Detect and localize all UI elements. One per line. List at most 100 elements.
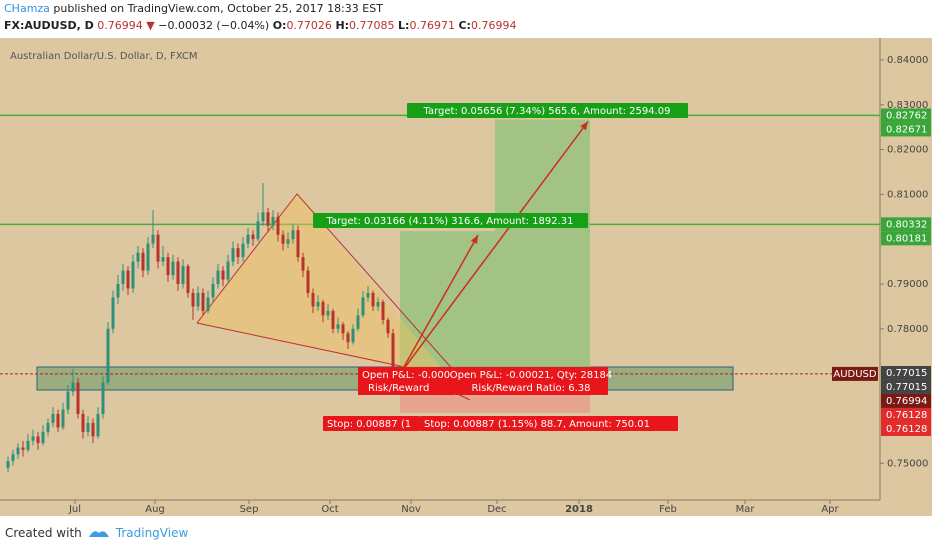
candle-body [286,239,290,244]
y-tick-label: 0.81000 [887,189,928,200]
pattern-fill [197,194,445,372]
header: CHamza published on TradingView.com, Oct… [4,0,516,34]
arrow-head [470,235,478,245]
candle-body [21,447,25,450]
candle-body [156,234,160,262]
candle-body [376,301,380,307]
candle-body [131,261,135,289]
price-badge-label: 0.76994 [886,396,927,407]
arrow-head [580,121,588,131]
y-tick-label: 0.82000 [887,145,928,156]
label-bg [323,416,420,431]
change: −0.00032 (−0.04%) [158,19,270,32]
label-bg [407,103,688,118]
pattern-line [196,193,456,373]
candle-body [231,248,235,262]
symbol: FX:AUDUSD, D [4,19,94,32]
candle-body [111,297,115,329]
price-badge-label: 0.82671 [886,124,927,135]
candle-body [16,447,20,455]
candle-body [11,454,15,462]
candle-body [116,284,120,298]
candle-body [161,257,165,262]
candle-body [126,270,130,289]
arrow-line [399,234,479,375]
candle-body [71,382,75,392]
x-tick-label: Jul [68,504,81,515]
candle-body [26,440,30,450]
arrow: ▼ [146,19,155,32]
x-tick-label: Oct [321,504,338,515]
candle-body [296,230,300,258]
h-label: H: [335,19,350,32]
rr-label: Risk/Reward [368,383,429,394]
candle-body [251,234,255,240]
price-badge [881,407,931,422]
candle-body [171,261,175,276]
x-tick-label: Sep [240,504,259,515]
candle-body [341,324,345,334]
candle-body [391,333,395,375]
pnl-label: Open P&L: -0.00021, Qty: 28184 [450,370,613,381]
candle-body [51,413,55,423]
y-tick-label: 0.83000 [887,100,928,111]
candle-body [271,216,275,226]
price-badge-label: 0.76128 [886,424,927,435]
candle-body [361,297,365,316]
candle-body [206,297,210,311]
footer: Created with TradingView [5,526,188,540]
price-badge [881,421,931,436]
last: 0.76994 [97,19,143,32]
candle-body [216,270,220,285]
candle-body [76,382,80,414]
candle-body [141,252,145,271]
x-tick-label: Apr [821,504,839,515]
stop-label: Stop: 0.00887 (1 [327,419,411,430]
price-badge [881,365,931,380]
candle-body [151,234,155,244]
y-tick-label: 0.78000 [887,324,928,335]
price-badge [881,393,931,408]
label-bg [313,213,588,228]
o: 0.77026 [286,19,332,32]
candle-body [261,212,265,222]
candle-body [301,257,305,271]
l: 0.76971 [409,19,455,32]
x-tick-label: Feb [659,504,677,515]
c: 0.76994 [470,19,517,32]
candle-body [91,422,95,437]
candle-body [316,301,320,307]
candle-body [176,261,180,285]
candle-body [386,319,390,334]
candle-body [211,284,215,298]
candle-body [276,216,280,235]
x-tick-label: Dec [487,504,506,515]
candle-body [96,413,100,437]
target-label: Target: 0.05656 (7.34%) 565.6, Amount: 2… [423,106,671,117]
candle-body [356,315,360,329]
published: published on TradingView.com, October 25… [49,2,383,15]
c-label: C: [458,19,471,32]
candle-body [136,252,140,262]
candle-body [106,328,110,383]
candle-body [381,301,385,320]
candle-body [66,391,70,410]
candle-body [241,243,245,258]
target-zone [495,119,590,374]
price-badge-label: 0.80332 [886,219,927,230]
candle-body [101,382,105,414]
candle-body [36,436,40,444]
brand: TradingView [115,526,189,540]
price-badge [881,217,931,232]
candle-body [321,301,325,316]
price-badge-label: 0.80181 [886,233,927,244]
candle-body [191,292,195,307]
target-label: Target: 0.03166 (4.11%) 316.6, Amount: 1… [326,216,574,227]
l-label: L: [398,19,410,32]
x-tick-label: 2018 [565,504,593,515]
candle-body [201,292,205,311]
target-zone [400,231,495,374]
y-tick-label: 0.84000 [887,55,928,66]
candle-body [366,292,370,298]
created: Created with [5,526,82,540]
